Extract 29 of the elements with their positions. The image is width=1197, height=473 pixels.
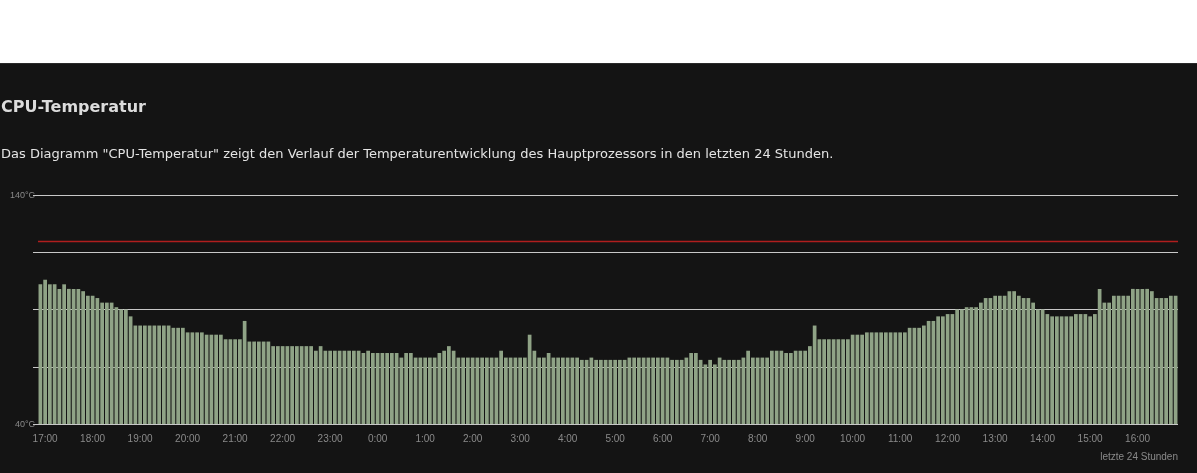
x-tick-label: 21:00 bbox=[222, 432, 249, 444]
x-tick-label: 0:00 bbox=[367, 432, 388, 444]
y-tick-label: 40°C bbox=[14, 419, 36, 429]
x-tick-label: 1:00 bbox=[415, 432, 436, 444]
x-tick-label: 6:00 bbox=[652, 432, 673, 444]
x-tick-label: 10:00 bbox=[840, 432, 866, 444]
x-tick-label: 12:00 bbox=[935, 432, 961, 444]
x-tick-label: 18:00 bbox=[80, 432, 106, 444]
x-tick-label: 19:00 bbox=[127, 432, 154, 444]
text: letzte 24 Stunden bbox=[1100, 451, 1178, 462]
x-tick-label: 11:00 bbox=[887, 432, 913, 444]
x-tick-label: 9:00 bbox=[795, 432, 816, 444]
x-tick-label: 2:00 bbox=[462, 432, 483, 444]
x-tick-label: 13:00 bbox=[982, 432, 1009, 444]
chart-title: CPU-Temperatur bbox=[1, 97, 146, 116]
y-tick-label: 140°C bbox=[9, 190, 36, 200]
x-tick-label: 15:00 bbox=[1077, 432, 1104, 444]
x-tick-label: 7:00 bbox=[700, 432, 721, 444]
chart-subtitle: Das Diagramm "CPU-Temperatur" zeigt den Verlauf der Temperaturentwicklung des Hauptprozessors in den letzten 24 Stunden. bbox=[1, 146, 834, 161]
x-tick-label: 16:00 bbox=[1125, 432, 1151, 444]
x-tick-label: 8:00 bbox=[747, 432, 768, 444]
x-tick-label: 3:00 bbox=[510, 432, 531, 444]
x-tick-label: 23:00 bbox=[317, 432, 344, 444]
x-tick-label: 5:00 bbox=[605, 432, 626, 444]
x-tick-label: 20:00 bbox=[175, 432, 201, 444]
x-tick-label: 4:00 bbox=[557, 432, 578, 444]
x-tick-label: 14:00 bbox=[1030, 432, 1056, 444]
x-tick-label: 17:00 bbox=[32, 432, 59, 444]
x-tick-label: 22:00 bbox=[270, 432, 296, 444]
